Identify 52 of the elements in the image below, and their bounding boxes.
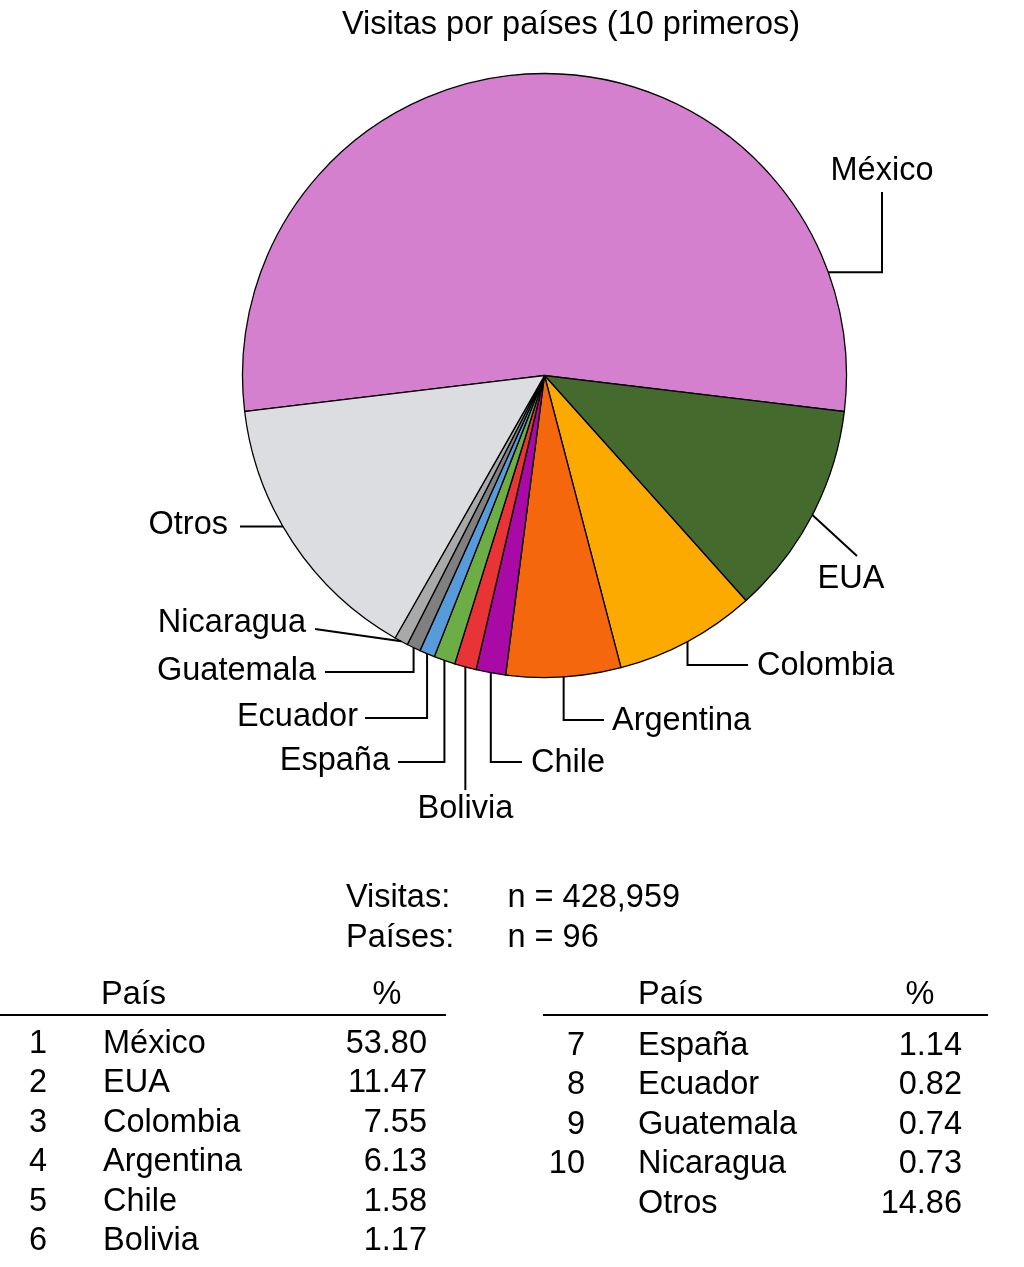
text: Nicaragua <box>638 1144 788 1181</box>
text: Guatemala <box>638 1104 798 1141</box>
text: % <box>905 975 935 1011</box>
text: País <box>638 975 704 1011</box>
text: 1.17 <box>363 1221 427 1257</box>
slice-label: México <box>830 151 934 187</box>
text: Ecuador <box>638 1065 760 1102</box>
text: País <box>101 975 167 1011</box>
slice-label: Argentina <box>612 701 753 737</box>
text: 0.73 <box>898 1144 962 1181</box>
text: 3 <box>28 1102 47 1139</box>
slice-label: España <box>279 741 391 777</box>
slice-label: Guatemala <box>157 651 317 687</box>
text: % <box>372 975 402 1011</box>
text: 4 <box>28 1142 47 1179</box>
text: 7 <box>566 1026 585 1062</box>
text: Argentina <box>103 1142 244 1179</box>
text: 5 <box>28 1181 47 1218</box>
text: México <box>103 1024 206 1060</box>
slice-label: EUA <box>817 559 885 595</box>
text: 1 <box>28 1024 47 1060</box>
text: Bolivia <box>103 1221 200 1257</box>
slice-label: Colombia <box>757 646 896 682</box>
text: 10 <box>548 1144 585 1181</box>
text: Colombia <box>103 1102 242 1139</box>
text: EUA <box>103 1063 171 1100</box>
slice-label: Bolivia <box>417 789 515 825</box>
slice-label: Otros <box>148 505 228 541</box>
text: España <box>638 1026 750 1062</box>
slice-label: Ecuador <box>236 697 359 733</box>
text: 14.86 <box>880 1183 962 1220</box>
text: 6.13 <box>363 1142 427 1179</box>
text: Otros <box>638 1183 718 1220</box>
text: 1.14 <box>898 1026 962 1062</box>
text: n = 96 <box>507 918 599 954</box>
text: n = 428,959 <box>507 878 681 914</box>
text: Países: <box>346 918 455 954</box>
chart-title: Visitas por países (10 primeros) <box>341 5 801 41</box>
text: 1.58 <box>363 1181 427 1218</box>
text: 8 <box>566 1065 585 1102</box>
text: Visitas: <box>346 878 451 914</box>
text: 9 <box>566 1104 585 1141</box>
text: Chile <box>103 1181 178 1218</box>
text: 7.55 <box>363 1102 427 1139</box>
text: 0.74 <box>898 1104 962 1141</box>
text: 0.82 <box>898 1065 962 1102</box>
slice-label: Chile <box>531 743 606 779</box>
text: 11.47 <box>348 1063 427 1100</box>
text: 53.80 <box>345 1024 427 1060</box>
text: 2 <box>28 1063 47 1100</box>
text: 6 <box>28 1221 47 1257</box>
slice-label: Nicaragua <box>157 603 307 639</box>
